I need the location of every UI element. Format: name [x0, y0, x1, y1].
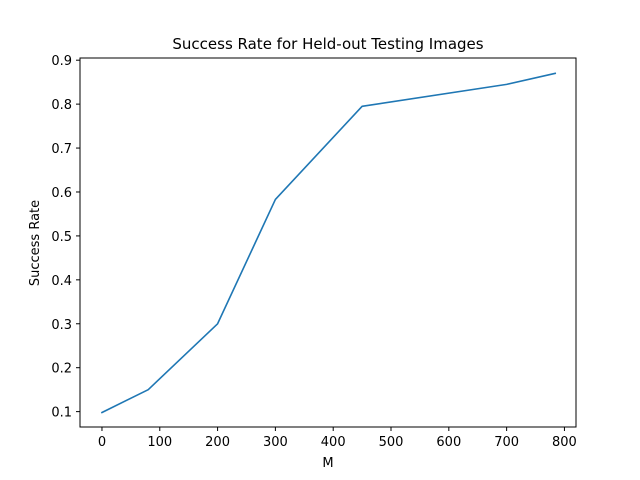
x-tick-label: 100: [147, 435, 172, 450]
x-tick-label: 400: [321, 435, 346, 450]
x-tick-label: 0: [98, 435, 106, 450]
y-tick-label: 0.9: [51, 54, 72, 69]
y-tick-label: 0.5: [51, 230, 72, 245]
y-tick-label: 0.3: [51, 318, 72, 333]
y-tick-label: 0.1: [51, 406, 72, 421]
x-tick-label: 200: [205, 435, 230, 450]
plot-area: [100, 72, 557, 414]
x-tick-label: 500: [379, 435, 404, 450]
chart-title: Success Rate for Held-out Testing Images: [172, 35, 483, 53]
y-tick-label: 0.6: [51, 186, 72, 201]
x-axis-label: M: [322, 456, 333, 471]
y-axis: 0.1 0.2 0.3 0.4 0.5 0.6 0.7 0.8 0.9: [51, 54, 80, 421]
series-line: [100, 72, 557, 414]
x-axis: 0 100 200 300 400 500 600 700 800: [98, 427, 577, 450]
x-tick-label: 600: [436, 435, 461, 450]
y-tick-label: 0.2: [51, 362, 72, 377]
plot-frame: [79, 57, 577, 428]
x-tick-label: 800: [552, 435, 577, 450]
y-tick-label: 0.4: [51, 274, 72, 289]
x-tick-label: 300: [263, 435, 288, 450]
y-tick-label: 0.7: [51, 142, 72, 157]
y-tick-label: 0.8: [51, 98, 72, 113]
x-tick-label: 700: [494, 435, 519, 450]
y-axis-label: Success Rate: [28, 200, 43, 286]
